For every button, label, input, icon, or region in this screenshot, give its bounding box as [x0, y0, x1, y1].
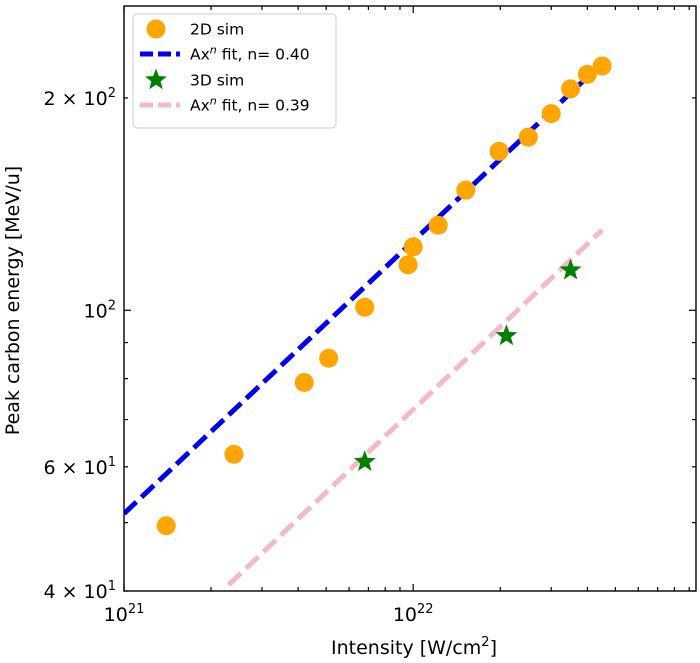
point-2d-8 — [456, 180, 476, 200]
point-2d-4 — [355, 297, 375, 317]
point-2d-7 — [428, 215, 448, 235]
legend-marker-3d — [145, 68, 167, 90]
point-2d-1 — [224, 444, 244, 464]
x-axis-label: Intensity [W/cm2] — [331, 635, 497, 659]
legend-marker-2d — [146, 19, 166, 39]
legend-label-3: Axn fit, n= 0.39 — [190, 95, 310, 115]
x-tick-label: 1022 — [393, 602, 434, 626]
point-2d-13 — [577, 64, 597, 84]
y-tick-label: 4 × 101 — [43, 579, 116, 603]
legend-label-2: 3D sim — [190, 72, 244, 90]
point-2d-5 — [398, 255, 418, 275]
axis-labels: 1021 1022 4 × 101 6 × 101 102 2 × 102 Intensit… — [2, 86, 497, 659]
point-2d-12 — [561, 79, 581, 99]
y-axis-label: Peak carbon energy [MeV/u] — [2, 166, 24, 435]
fit-line-1 — [124, 61, 604, 516]
legend-label-1: Axn fit, n= 0.40 — [190, 44, 310, 64]
point-2d-9 — [489, 141, 509, 161]
point-2d-3 — [319, 348, 339, 368]
y-tick-label: 2 × 102 — [43, 86, 116, 110]
point-3d-1 — [495, 324, 518, 346]
point-2d-6 — [403, 237, 423, 257]
axis-ticks — [123, 6, 696, 592]
x-tick-label: 1021 — [104, 602, 145, 626]
y-tick-label: 6 × 101 — [43, 455, 116, 479]
legend: 2D sim Axn fit, n= 0.40 3D sim Axn fit, n= … — [132, 13, 337, 129]
fit-line-3 — [226, 228, 604, 587]
plot-area — [124, 56, 612, 587]
legend-label-0: 2D sim — [190, 21, 244, 39]
legend-box — [132, 13, 337, 129]
point-3d-2 — [559, 258, 582, 280]
point-2d-0 — [156, 516, 176, 536]
plot-frame — [123, 5, 697, 592]
y-tick-label: 102 — [84, 298, 116, 322]
point-2d-10 — [518, 127, 538, 147]
point-3d-0 — [353, 450, 376, 472]
point-2d-11 — [541, 104, 561, 124]
point-2d-2 — [294, 373, 314, 392]
point-2d-14 — [592, 56, 612, 76]
